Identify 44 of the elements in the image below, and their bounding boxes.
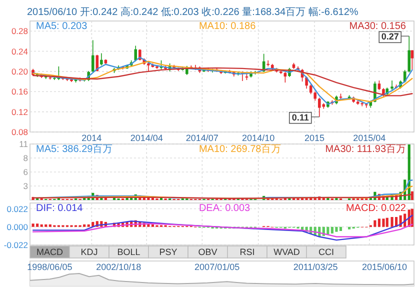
x-tick-label: 2007/01/05 bbox=[194, 262, 240, 272]
annotation: 0.11 bbox=[292, 112, 309, 122]
x-tick-label: 2014/10 bbox=[242, 133, 275, 143]
text: RSI bbox=[240, 247, 255, 257]
text: BOLL bbox=[117, 247, 140, 257]
text: MA30: 111.93百万 bbox=[325, 144, 406, 155]
y-tick-label: 0.08 bbox=[11, 127, 28, 137]
y-tick-label: 0.12 bbox=[11, 106, 28, 117]
text: MA10: 269.78百万 bbox=[198, 144, 282, 155]
y-tick-label: 0.000 bbox=[6, 222, 28, 232]
text: OBV bbox=[198, 247, 218, 257]
text: MA5: 386.29百万 bbox=[36, 144, 113, 155]
x-tick-label: 2014/04 bbox=[130, 133, 163, 143]
x-tick-label: 2015/04 bbox=[353, 133, 386, 143]
x-tick-label: 2002/10/18 bbox=[96, 262, 142, 272]
y-tick-label: 0.28 bbox=[11, 26, 28, 36]
text: CCI bbox=[318, 247, 334, 257]
annotation: 0.27 bbox=[381, 32, 399, 42]
x-tick-label: 2015 bbox=[304, 133, 325, 143]
text: KDJ bbox=[80, 247, 98, 257]
x-tick-label: 1998/06/05 bbox=[27, 262, 72, 272]
y-tick-label: 0.24 bbox=[11, 46, 28, 56]
text: MA10: 0.186 bbox=[198, 21, 256, 32]
x-tick-label: 2014 bbox=[82, 133, 102, 143]
x-tick-label: 2015/06/10 bbox=[362, 262, 407, 272]
text: MACD bbox=[36, 247, 64, 257]
text: MA30: 0.156 bbox=[349, 21, 406, 32]
x-tick-label: 2011/03/25 bbox=[293, 262, 338, 272]
series-label: MACD: 0.022 bbox=[346, 203, 406, 214]
y-tick-label: 11 bbox=[19, 139, 28, 149]
y-tick-label: 0.20 bbox=[11, 66, 28, 76]
y-tick-label: 0.16 bbox=[11, 86, 28, 97]
y-tick-label: -0.022 bbox=[4, 240, 28, 250]
y-tick-label: 6 bbox=[23, 167, 28, 177]
y-tick-label: 0.022 bbox=[6, 204, 28, 214]
y-tick-label: 3 bbox=[23, 181, 28, 191]
text: MA5: 0.203 bbox=[36, 21, 88, 32]
text: WVAD bbox=[274, 247, 300, 257]
series-label: DIF: 0.014 bbox=[36, 203, 84, 214]
x-tick-label: 2014/07 bbox=[186, 133, 218, 143]
text: PSY bbox=[159, 247, 178, 257]
series-label: DEA: 0.003 bbox=[198, 203, 251, 214]
chart-title: 2015/06/10 开:0.242 高:0.242 低:0.203 收:0.226 量:168.34百万 幅:-6.612% bbox=[27, 6, 358, 18]
y-tick-label: 8 bbox=[23, 153, 28, 163]
